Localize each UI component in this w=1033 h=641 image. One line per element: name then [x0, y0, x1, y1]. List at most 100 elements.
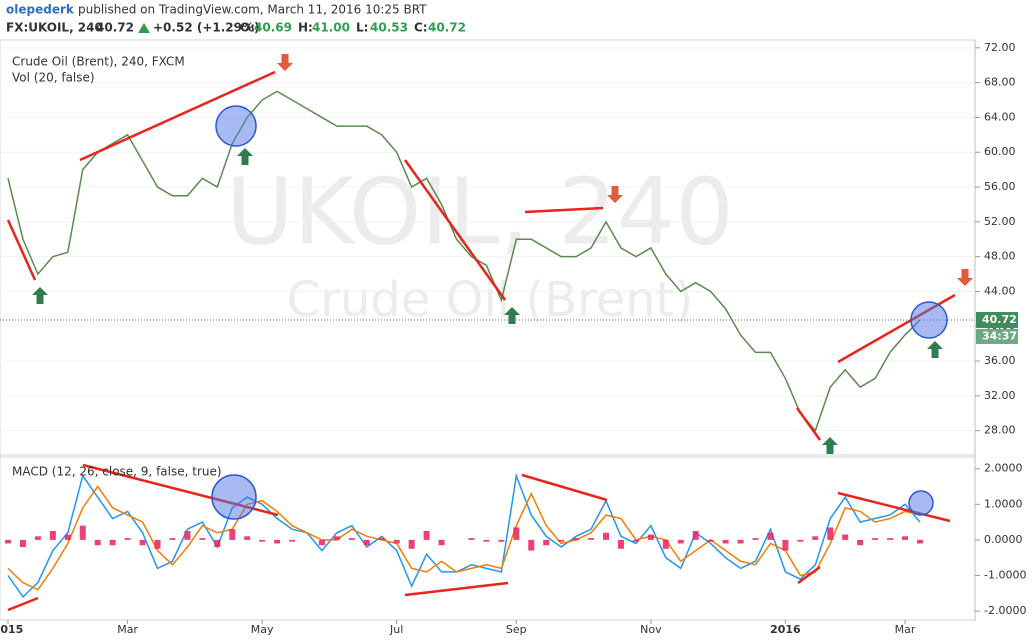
histogram-bar — [812, 536, 819, 540]
histogram-bar — [543, 539, 550, 546]
histogram-bar — [767, 532, 774, 540]
x-tick-label: Mar — [895, 623, 916, 636]
histogram-bar — [677, 539, 684, 544]
y-tick-label: 32.00 — [984, 389, 1016, 402]
y-tick-label: 60.00 — [984, 145, 1016, 158]
histogram-bar — [184, 530, 191, 540]
y-tick-label: 72.00 — [984, 41, 1016, 54]
histogram-bar — [528, 539, 535, 551]
histogram-bar — [872, 538, 879, 540]
x-tick-label: May — [251, 623, 274, 636]
change: +0.52 (+1.29%) — [153, 21, 260, 35]
histogram-bar — [363, 539, 370, 546]
histogram-bar — [5, 539, 11, 544]
histogram-bar — [647, 534, 654, 540]
histogram-bar — [617, 539, 624, 549]
x-tick-label: 2015 — [0, 623, 23, 636]
y-tick-label: 36.00 — [984, 354, 1016, 367]
watermark: UKOIL, 240 — [226, 158, 734, 265]
y-tick-label: 2.0000 — [984, 462, 1023, 475]
series-line — [7, 485, 921, 591]
histogram-bar — [154, 539, 161, 549]
ohlc-label: O: — [240, 21, 255, 35]
y-tick-label: 0.0000 — [984, 533, 1023, 546]
last-price-label: 40.72 — [982, 313, 1017, 326]
histogram-bar — [558, 539, 565, 542]
histogram-bar — [902, 536, 908, 540]
ohlc-value: 40.53 — [370, 21, 408, 35]
ohlc-label: L: — [356, 21, 368, 35]
histogram-bar — [199, 538, 206, 540]
histogram-bar — [124, 538, 131, 540]
histogram-bar — [139, 539, 146, 546]
y-tick-label: 44.00 — [984, 284, 1016, 297]
symbol: FX:UKOIL, 240 — [6, 21, 103, 35]
histogram-bar — [722, 539, 729, 544]
histogram-bar — [333, 536, 340, 540]
last-price-box — [976, 311, 1018, 328]
legend-vol: Vol (20, false) — [12, 71, 95, 85]
countdown-box — [976, 328, 1018, 344]
watermark: Crude Oil (Brent) — [287, 272, 693, 328]
histogram-bar — [289, 539, 296, 542]
histogram-bar — [408, 539, 415, 549]
y-tick-label: 64.00 — [984, 110, 1016, 123]
price: 40.72 — [96, 21, 134, 35]
histogram-bar — [692, 530, 699, 540]
price-pane — [0, 39, 976, 456]
histogram-bar — [318, 539, 325, 546]
ohlc-value: 40.72 — [428, 21, 466, 35]
histogram-bar — [632, 539, 639, 542]
histogram-bar — [348, 538, 355, 540]
ohlc-value: 41.00 — [312, 21, 350, 35]
up-icon — [138, 23, 150, 33]
histogram-bar — [438, 539, 445, 546]
histogram-bar — [34, 536, 41, 540]
histogram-bar — [378, 538, 385, 540]
annotations — [6, 54, 973, 612]
histogram-bar — [737, 539, 744, 544]
histogram-bar — [214, 539, 221, 548]
histogram-bar — [916, 539, 923, 544]
histogram-bar — [229, 529, 236, 540]
histogram-bar — [259, 539, 266, 542]
histogram-bar — [94, 539, 101, 546]
histogram-bar — [244, 536, 251, 540]
y-tick-label: 28.00 — [984, 424, 1016, 437]
histogram-bar — [498, 539, 505, 542]
histogram-bar — [827, 527, 834, 540]
histogram-bar — [752, 538, 759, 540]
histogram-bar — [887, 538, 894, 540]
x-tick-label: Jul — [389, 623, 403, 636]
ohlc-label: H: — [298, 21, 313, 35]
histogram-bar — [79, 525, 86, 540]
y-tick-label: 48.00 — [984, 250, 1016, 263]
histogram-bar — [64, 534, 71, 540]
histogram-bar — [662, 539, 669, 549]
histogram-bar — [109, 539, 116, 546]
x-tick-label: Nov — [640, 623, 662, 636]
ohlc-value: 40.69 — [254, 21, 292, 35]
histogram-bar — [707, 539, 714, 542]
x-tick-label: Sep — [506, 623, 527, 636]
histogram-bar — [274, 539, 281, 544]
histogram-bar — [573, 538, 580, 540]
countdown: 34:37 — [982, 329, 1017, 342]
histogram-bar — [423, 530, 430, 540]
x-tick-label: 2016 — [770, 623, 801, 636]
y-tick-label: 68.00 — [984, 76, 1016, 89]
histogram-bar — [857, 539, 864, 546]
legend-title: Crude Oil (Brent), 240, FXCM — [12, 55, 185, 69]
y-tick-label: -1.0000 — [984, 568, 1026, 581]
series-line — [7, 90, 921, 433]
histogram-bar — [393, 539, 400, 544]
histogram-bar — [483, 539, 490, 542]
data-layer — [0, 47, 975, 599]
x-tick-label: Mar — [117, 623, 138, 636]
histogram-bar — [782, 539, 789, 551]
author: olepederk — [6, 3, 75, 17]
histogram-bar — [468, 538, 475, 540]
ohlc: O: 40.69 H: 41.00 L: 40.53 C: 40.72 — [240, 21, 466, 35]
legend-macd: MACD (12, 26, close, 9, false, true) — [12, 465, 222, 479]
